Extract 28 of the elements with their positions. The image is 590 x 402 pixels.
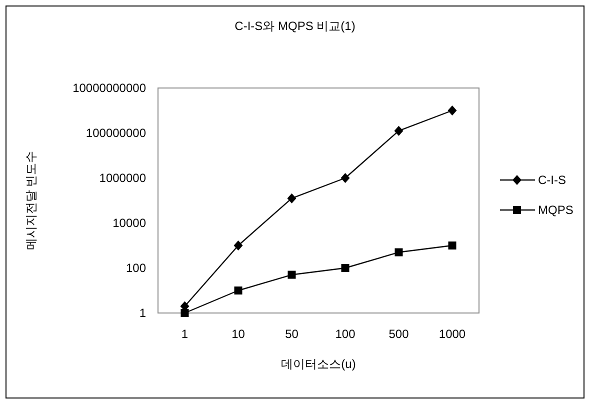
point: [180, 309, 189, 317]
x-tick-label: 500: [388, 327, 410, 341]
legend-label: MQPS: [538, 203, 574, 217]
y-tick-label: 10000: [112, 216, 146, 230]
point: [234, 240, 243, 250]
y-tick-label: 1000000: [99, 171, 146, 185]
point: [448, 106, 457, 116]
x-axis-title: 데이터소스(u): [281, 357, 356, 371]
point: [340, 173, 350, 183]
x-tick-label: 50: [285, 327, 299, 341]
y-tick-label: 100000000: [86, 126, 146, 140]
point: [394, 126, 404, 136]
y-axis-title: 메시지전달 빈도수: [24, 150, 38, 250]
y-tick-label: 10000000000: [72, 81, 146, 95]
x-tick-label: 10: [232, 327, 246, 341]
y-tick-label: 1: [139, 306, 146, 320]
x-tick-label: 1: [181, 327, 188, 341]
point: [394, 248, 403, 256]
x-tick-label: 1000: [438, 327, 466, 341]
x-tick-label: 100: [335, 327, 356, 341]
legend-label: C-I-S: [538, 173, 566, 187]
point: [287, 193, 296, 204]
point: [288, 270, 296, 279]
point: [234, 286, 242, 294]
y-tick-label: 100: [126, 261, 146, 275]
point: [448, 242, 456, 250]
chart-title: C-I-S와 MQPS 비교(1): [234, 19, 356, 33]
point: [341, 264, 350, 272]
